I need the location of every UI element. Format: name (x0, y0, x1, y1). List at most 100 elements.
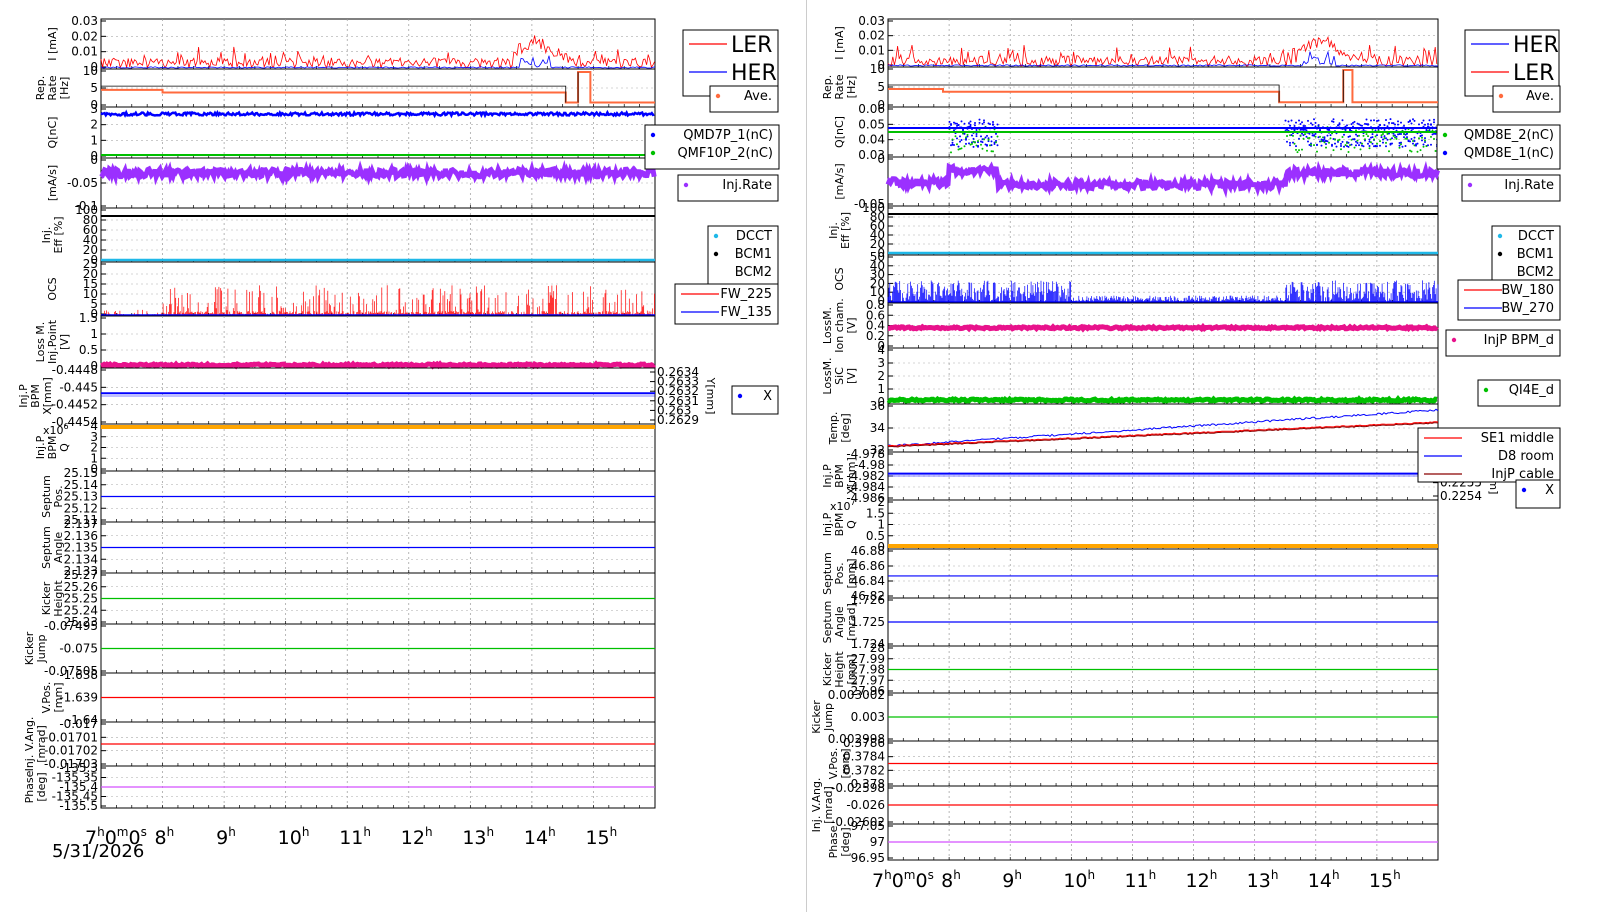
legend-label: X (1545, 483, 1554, 498)
y-axis-label-line: BPM (46, 436, 59, 460)
x-tick-label: 14h (524, 825, 556, 849)
y-tick-label: 46.88 (851, 544, 885, 558)
y-axis-label-line: Eff [%] (52, 216, 65, 253)
legend-injrate: Inj.Rate (677, 174, 779, 202)
data-point (1418, 123, 1420, 126)
data-point (1346, 124, 1348, 127)
x-tick-label: 11h (1124, 868, 1156, 892)
data-point (980, 135, 982, 138)
y-axis-label: Kicker Jump (810, 700, 835, 734)
y-tick-label: -135.3 (59, 761, 98, 775)
data-point (1343, 145, 1345, 148)
panel-loss: 1.5 1 0.5 0 Loss M. Inj.Point [V] (34, 311, 656, 373)
y-axis-label: Inj. Eff [%] (827, 212, 852, 249)
x-tick-label: 8h (155, 825, 175, 849)
data-point (1398, 146, 1401, 149)
y-axis-label-line: Inj. (827, 222, 840, 239)
y-tick-label: 0.6 (866, 308, 885, 322)
legend-eff: DCCT BCM1 BCM2 (1491, 225, 1561, 285)
data-point (1431, 133, 1434, 136)
data-point (1332, 120, 1335, 123)
right-tick-label: 0.2634 (657, 365, 699, 379)
y-tick-label: 0 (90, 253, 98, 267)
data-point (1383, 135, 1386, 138)
data-point (1376, 120, 1378, 123)
data-point (1374, 145, 1377, 148)
y-tick-label: 0 (90, 462, 98, 476)
legend-label: Inj.Rate (1504, 178, 1554, 193)
data-point (1329, 137, 1332, 140)
y-axis-label-line: Kicker (821, 652, 834, 686)
y-tick-label: 97 (870, 835, 885, 849)
data-point (1346, 145, 1348, 148)
legend-swatch (715, 93, 721, 99)
series-line (99, 159, 657, 187)
data-point (962, 132, 964, 135)
y-tick-label: 27.98 (851, 663, 885, 677)
y-tick-label: 96.95 (851, 851, 885, 865)
y-axis-label: Inj. V.Ang. [mrad] (23, 717, 48, 772)
data-point (1373, 119, 1375, 122)
y-tick-label: 0.04 (858, 133, 885, 147)
y-tick-label: 27.99 (851, 652, 885, 666)
data-point (1401, 145, 1404, 148)
data-point (1367, 142, 1369, 145)
y-axis-label-line: [V] (845, 368, 858, 384)
data-point (1404, 133, 1407, 136)
y-axis-label: Kicker Jump (23, 631, 48, 665)
data-point (1389, 138, 1392, 141)
data-point (1433, 121, 1435, 124)
y-tick-label: 1 (877, 382, 885, 396)
y-axis-label-line: I [mA] (46, 27, 59, 61)
legend-label: QI4E_d (1509, 383, 1554, 398)
data-point (987, 122, 990, 125)
right-tick-label: 0.2631 (657, 394, 699, 408)
data-point (1398, 132, 1401, 135)
y-tick-label: 97.05 (851, 819, 885, 833)
y-tick-label: -4.98 (854, 458, 885, 472)
y-tick-label: 2 (90, 118, 98, 132)
y-axis-label-line: [deg] (839, 827, 852, 856)
data-point (1382, 141, 1384, 144)
y-tick-label: 36 (870, 399, 885, 413)
data-point (1422, 145, 1425, 148)
data-point (1367, 135, 1369, 138)
y-axis-label-line: [mA/s] (46, 165, 59, 201)
data-point (1340, 145, 1342, 148)
data-point (1403, 124, 1405, 127)
data-point (1347, 145, 1350, 148)
data-point (1332, 137, 1335, 140)
data-point (1404, 137, 1407, 140)
legend-swatch (1451, 337, 1457, 343)
y-tick-label: 1 (90, 327, 98, 341)
y-tick-label: 0.05 (858, 117, 885, 131)
y-tick-label: 2 (877, 369, 885, 383)
legend-bpmx: X (731, 385, 779, 415)
y-tick-label: 2.134 (64, 552, 98, 566)
data-point (1416, 142, 1419, 145)
data-point (951, 143, 954, 146)
data-point (1406, 137, 1408, 140)
legend-label: DCCT (736, 229, 772, 244)
panel-current: 0.030.020.010 I [mA] (833, 14, 1439, 72)
y-tick-label: 0.003 (851, 710, 885, 724)
right-axis-label-text: Y[mm] (704, 377, 717, 415)
data-point (960, 138, 963, 141)
panel-injrate: 0 -0.05 -0.1 [mA/s] (46, 153, 657, 213)
y-axis-label: V.Pos. [mm] (827, 748, 852, 780)
y-tick-label: -0.1 (75, 199, 98, 213)
data-point (951, 138, 954, 141)
y-tick-label: 0 (877, 58, 885, 72)
legend-label: BW_180 (1501, 283, 1554, 298)
data-point (1314, 125, 1317, 128)
y-tick-label: -135.45 (52, 790, 98, 804)
y-axis-label-line: Phase (23, 770, 36, 803)
data-point (1338, 123, 1341, 126)
data-point (1397, 120, 1399, 123)
y-tick-label: 34 (870, 421, 885, 435)
y-tick-label: -4.984 (846, 480, 885, 494)
y-axis-label-line: Loss M. (34, 322, 47, 363)
y-tick-label: 4 (90, 419, 98, 433)
